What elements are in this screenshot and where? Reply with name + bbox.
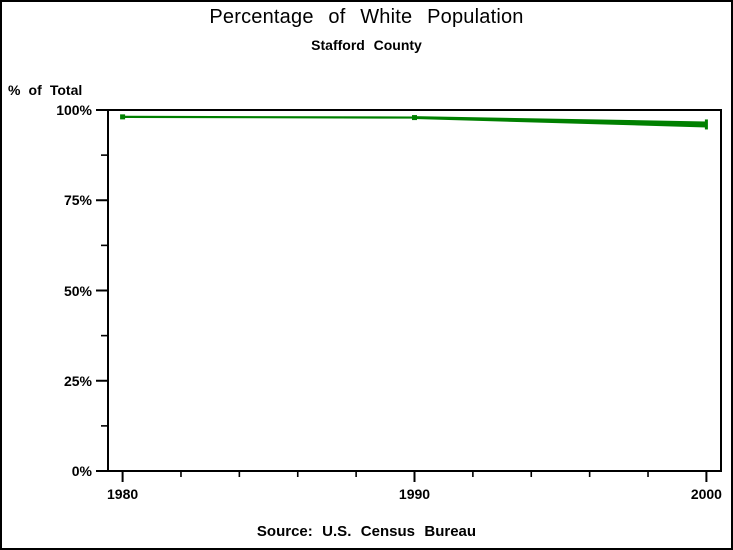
data-point-marker [120, 114, 126, 120]
data-line-segment-2 [414, 116, 707, 128]
x-tick-label: 2000 [690, 486, 722, 502]
source-note: Source: U.S. Census Bureau [256, 523, 477, 540]
chart-title: Percentage of White Population [209, 6, 524, 28]
x-tick-label: 1980 [107, 486, 139, 502]
y-tick-label: 75% [63, 192, 92, 209]
data-point-marker [412, 115, 417, 121]
y-tick-label: 0% [71, 463, 92, 479]
plot-frame [107, 109, 722, 472]
y-tick-label: 25% [63, 372, 92, 389]
y-tick-label: 50% [63, 282, 92, 299]
y-tick-label: 100% [56, 102, 92, 118]
x-tick-label: 1990 [398, 486, 431, 502]
chart-subtitle: Stafford County [311, 37, 422, 53]
data-point-marker [704, 119, 708, 130]
y-axis-title: % of Total [8, 82, 83, 98]
data-line-segment-1 [122, 115, 415, 119]
